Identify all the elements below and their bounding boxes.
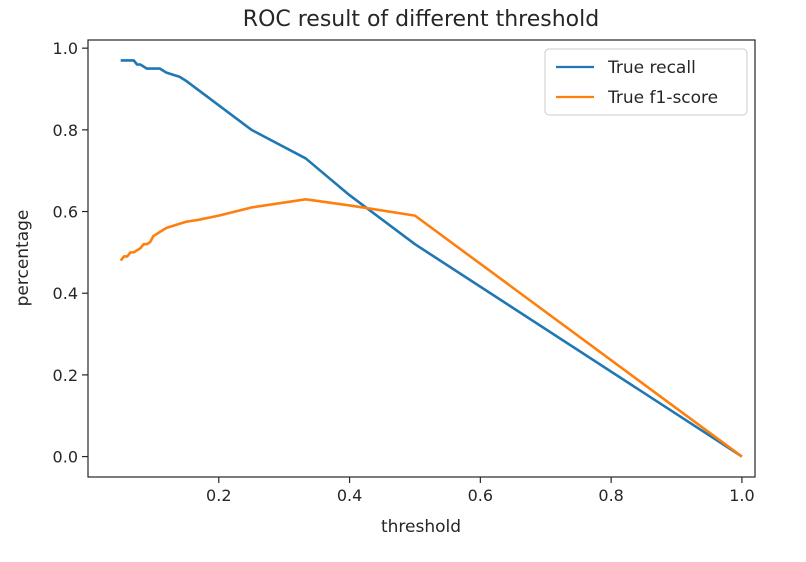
chart-title: ROC result of different threshold [243,7,599,32]
legend: True recall True f1-score [544,48,748,116]
x-axis-ticks: 0.2 0.4 0.6 0.8 1.0 [206,477,755,505]
x-tick-label: 0.2 [206,486,231,505]
series-line-true-recall [120,59,743,458]
x-tick-label: 1.0 [729,486,754,505]
legend-label-true-f1-score: True f1-score [607,88,718,108]
y-tick-label: 0.8 [53,121,78,140]
x-tick-label: 0.6 [468,486,493,505]
x-axis-label: threshold [381,517,461,537]
y-tick-label: 0.2 [53,366,78,385]
series-layer [119,59,743,458]
y-axis-label: percentage [13,210,33,307]
series-line-true-f1-score [119,197,743,458]
y-tick-label: 0.6 [53,203,78,222]
y-tick-label: 0.0 [53,448,78,467]
legend-label-true-recall: True recall [607,58,696,78]
x-tick-label: 0.4 [337,486,362,505]
legend-box [544,48,748,116]
y-tick-label: 0.4 [53,284,78,303]
y-axis-ticks: 0.0 0.2 0.4 0.6 0.8 1.0 [53,39,88,467]
y-tick-label: 1.0 [53,39,78,58]
x-tick-label: 0.8 [598,486,623,505]
